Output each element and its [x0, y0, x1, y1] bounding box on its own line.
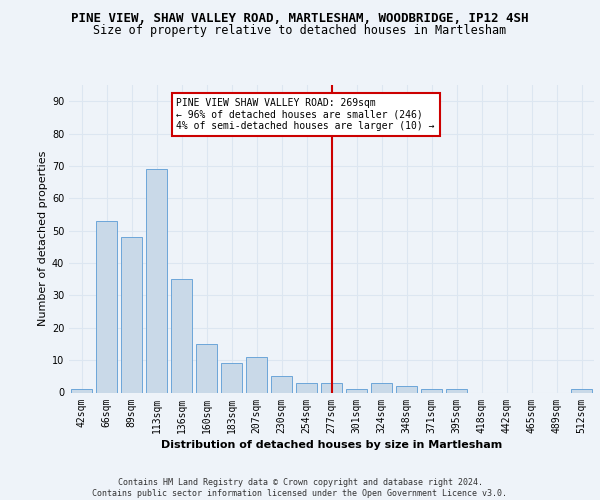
Text: PINE VIEW, SHAW VALLEY ROAD, MARTLESHAM, WOODBRIDGE, IP12 4SH: PINE VIEW, SHAW VALLEY ROAD, MARTLESHAM,…: [71, 12, 529, 26]
Bar: [446, 390, 467, 392]
Bar: [96, 221, 117, 392]
Bar: [346, 390, 367, 392]
Bar: [296, 383, 317, 392]
Bar: [121, 237, 142, 392]
Bar: [171, 279, 192, 392]
Text: PINE VIEW SHAW VALLEY ROAD: 269sqm
← 96% of detached houses are smaller (246)
4%: PINE VIEW SHAW VALLEY ROAD: 269sqm ← 96%…: [176, 98, 435, 131]
Bar: [196, 344, 217, 393]
Bar: [396, 386, 417, 392]
Bar: [321, 383, 342, 392]
Bar: [421, 390, 442, 392]
Text: Contains HM Land Registry data © Crown copyright and database right 2024.
Contai: Contains HM Land Registry data © Crown c…: [92, 478, 508, 498]
Bar: [271, 376, 292, 392]
Bar: [221, 364, 242, 392]
Text: Size of property relative to detached houses in Martlesham: Size of property relative to detached ho…: [94, 24, 506, 37]
Y-axis label: Number of detached properties: Number of detached properties: [38, 151, 47, 326]
X-axis label: Distribution of detached houses by size in Martlesham: Distribution of detached houses by size …: [161, 440, 502, 450]
Bar: [71, 390, 92, 392]
Bar: [571, 390, 592, 392]
Bar: [371, 383, 392, 392]
Bar: [146, 169, 167, 392]
Bar: [246, 357, 267, 392]
